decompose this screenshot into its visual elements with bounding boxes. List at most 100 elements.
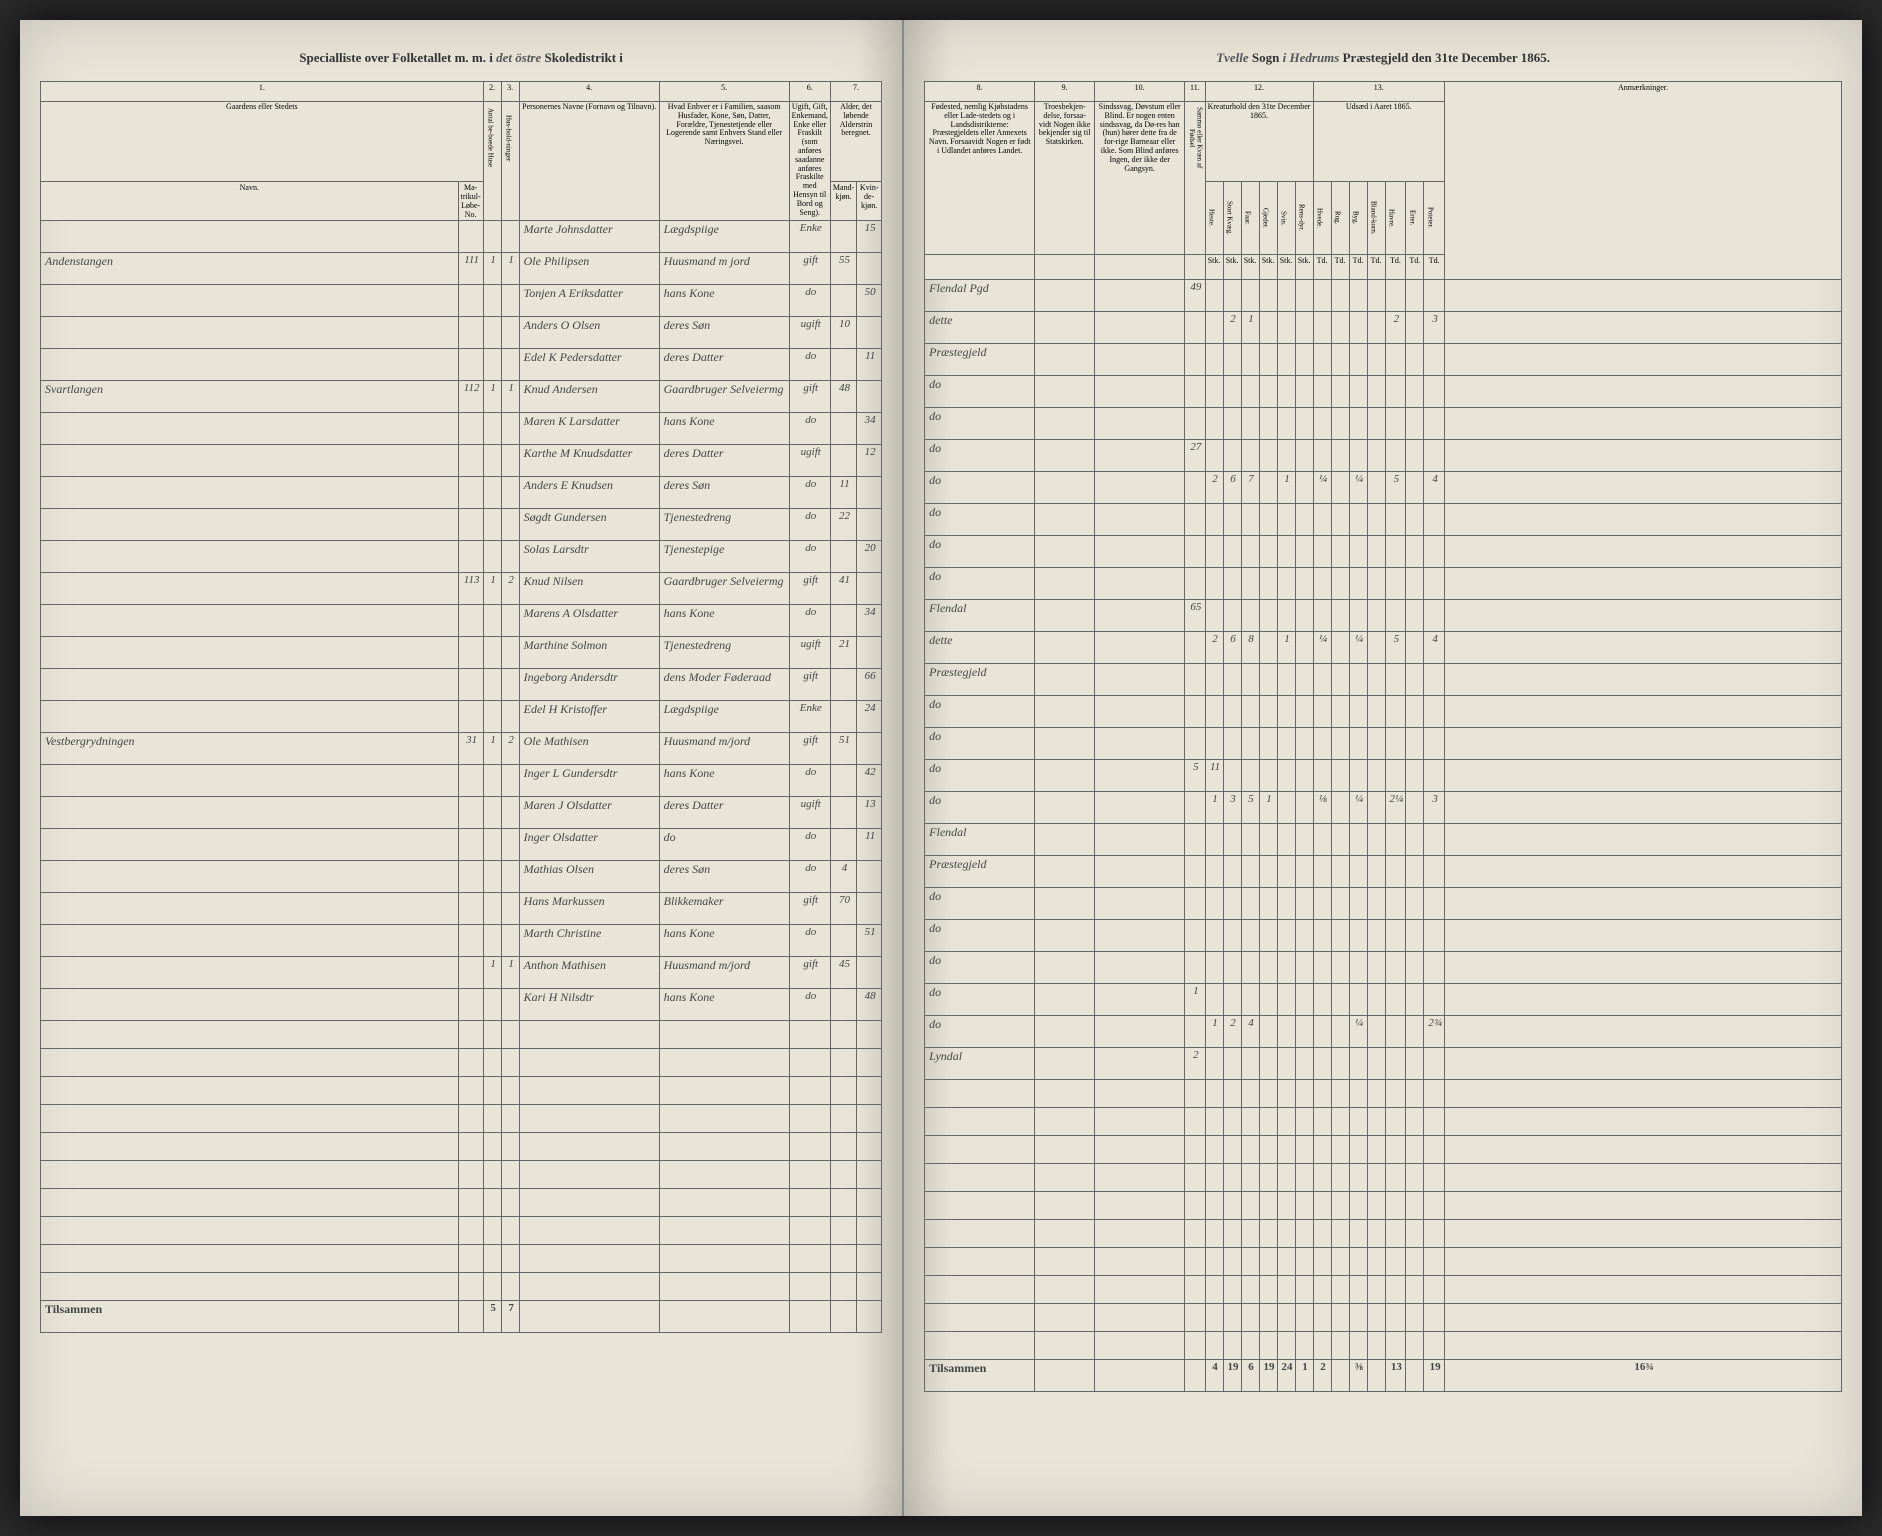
cell-sted	[41, 285, 459, 317]
cell-rug	[1331, 440, 1349, 472]
cell-matr	[458, 285, 483, 317]
cell-sivil: do	[789, 541, 830, 573]
cell-sted	[41, 925, 459, 957]
table-row: Præstegjeld	[925, 664, 1842, 696]
cell-hvede	[1313, 696, 1331, 728]
cell-pot	[1424, 600, 1445, 632]
cell-havre	[1385, 1048, 1406, 1080]
col7-desc: Alder, det løbende Alderstrin beregnet.	[830, 102, 881, 182]
cell-gjed	[1259, 440, 1277, 472]
cell-stort	[1223, 600, 1241, 632]
table-row: Edel H Kristoffer Lægdspiige Enke 24	[41, 701, 882, 733]
cell-m	[830, 669, 856, 701]
cell-faar: 1	[1241, 312, 1259, 344]
table-row: Marte Johnsdatter Lægdspiige Enke 15	[41, 221, 882, 253]
cell-c11	[1185, 824, 1205, 856]
cell-navn: Anders O Olsen	[519, 317, 659, 349]
cell-rug	[1331, 344, 1349, 376]
cell-gjed	[1259, 984, 1277, 1016]
cell-sivil: do	[789, 829, 830, 861]
header-suffix: Skoledistrikt	[545, 50, 617, 65]
empty-row	[41, 1133, 882, 1161]
cell-m	[830, 285, 856, 317]
table-row: do	[925, 408, 1842, 440]
empty-row	[41, 1021, 882, 1049]
cell-pot	[1424, 1048, 1445, 1080]
table-row: Edel K Pedersdatter deres Datter do 11	[41, 349, 882, 381]
table-row: Præstegjeld	[925, 856, 1842, 888]
tilsammen-label: Tilsammen	[41, 1301, 459, 1333]
cell-bland	[1367, 728, 1385, 760]
cell-hvede	[1313, 856, 1331, 888]
col9-desc: Troesbekjen-delse, forsaa-vidt Nogen ikk…	[1035, 102, 1095, 255]
cell-k	[857, 957, 882, 989]
col5-num: 5.	[659, 82, 789, 102]
cell-anm	[1445, 536, 1842, 568]
cell-stort	[1223, 952, 1241, 984]
table-row: do	[925, 696, 1842, 728]
cell-m	[830, 221, 856, 253]
table-row: 1 1 Anthon Mathisen Huusmand m/jord gift…	[41, 957, 882, 989]
cell-c10	[1095, 664, 1185, 696]
cell-hus	[483, 317, 501, 349]
cell-c10	[1095, 984, 1185, 1016]
cell-anm	[1445, 440, 1842, 472]
cell-pot	[1424, 440, 1445, 472]
cell-erter	[1406, 376, 1424, 408]
cell-rug	[1331, 600, 1349, 632]
cell-stort: 6	[1223, 472, 1241, 504]
cell-svin	[1277, 312, 1295, 344]
cell-m: 51	[830, 733, 856, 765]
cell-stort	[1223, 824, 1241, 856]
cell-k	[857, 893, 882, 925]
cell-k	[857, 637, 882, 669]
table-row: Inger L Gundersdtr hans Kone do 42	[41, 765, 882, 797]
cell-stort	[1223, 856, 1241, 888]
cell-gjed	[1259, 824, 1277, 856]
cell-rug	[1331, 1048, 1349, 1080]
cell-stort	[1223, 920, 1241, 952]
table-row: dette 2 1 2 3	[925, 312, 1842, 344]
cell-fam: 1	[501, 381, 519, 413]
cell-rug	[1331, 312, 1349, 344]
cell-ren	[1295, 984, 1313, 1016]
cell-gjed	[1259, 696, 1277, 728]
cell-fode: Flendal Pgd	[925, 280, 1035, 312]
table-row: Lyndal 2	[925, 1048, 1842, 1080]
cell-havre	[1385, 536, 1406, 568]
cell-hvede	[1313, 888, 1331, 920]
table-row: do	[925, 920, 1842, 952]
cell-fode: do	[925, 760, 1035, 792]
cell-havre: 2¼	[1385, 792, 1406, 824]
cell-m	[830, 925, 856, 957]
table-row: do	[925, 888, 1842, 920]
col8-num: 8.	[925, 82, 1035, 102]
col9-num: 9.	[1035, 82, 1095, 102]
sum-ren: 1	[1295, 1360, 1313, 1392]
cell-c10	[1095, 888, 1185, 920]
sum-rug	[1331, 1360, 1349, 1392]
cell-hus	[483, 445, 501, 477]
cell-stort	[1223, 280, 1241, 312]
cell-gjed	[1259, 280, 1277, 312]
cell-c10	[1095, 696, 1185, 728]
sum-erter	[1406, 1360, 1424, 1392]
cell-fam: 1	[501, 957, 519, 989]
cell-stand: deres Datter	[659, 797, 789, 829]
cell-sivil: gift	[789, 893, 830, 925]
cell-stand: Lægdspiige	[659, 701, 789, 733]
cell-navn: Ingeborg Andersdtr	[519, 669, 659, 701]
cell-bland	[1367, 1048, 1385, 1080]
cell-havre	[1385, 824, 1406, 856]
cell-fode: do	[925, 952, 1035, 984]
cell-stand: Huusmand m/jord	[659, 957, 789, 989]
cell-gjed	[1259, 312, 1277, 344]
cell-erter	[1406, 1016, 1424, 1048]
cell-hus	[483, 669, 501, 701]
table-row: 113 1 2 Knud Nilsen Gaardbruger Selveier…	[41, 573, 882, 605]
cell-stand: Huusmand m/jord	[659, 733, 789, 765]
cell-matr: 113	[458, 573, 483, 605]
cell-sted	[41, 893, 459, 925]
cell-c11	[1185, 344, 1205, 376]
table-row: do 5 11	[925, 760, 1842, 792]
